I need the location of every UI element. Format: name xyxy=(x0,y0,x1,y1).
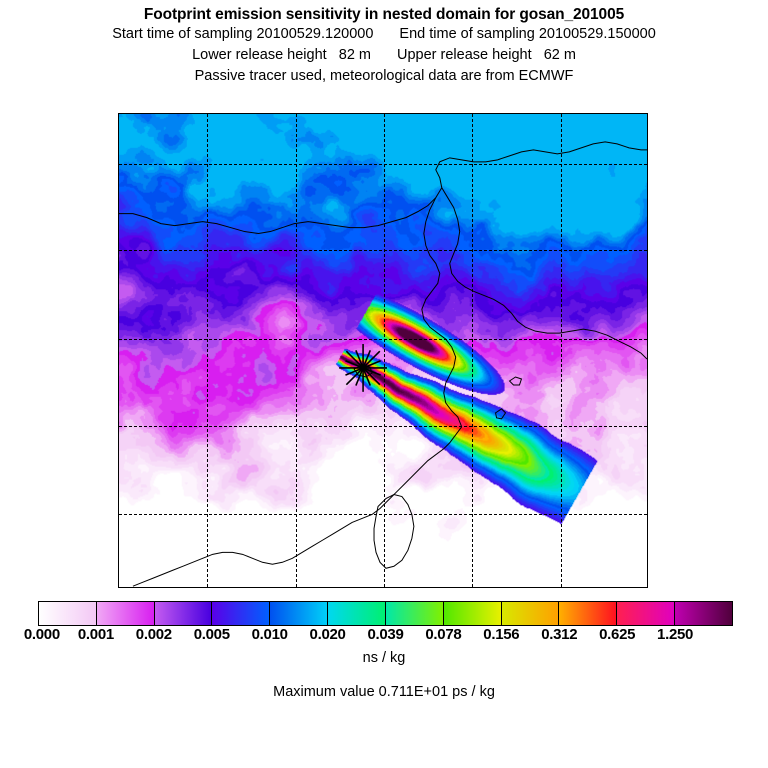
colorbar-tick: 0.005 xyxy=(193,626,230,643)
start-time-label: Start time of sampling 20100529.120000 xyxy=(112,26,374,42)
colorbar-segment xyxy=(559,602,618,625)
colorbar-tick: 0.078 xyxy=(425,626,462,643)
colorbar-tick: 0.001 xyxy=(77,626,114,643)
colorbar xyxy=(38,601,733,626)
colorbar-tick: 0.039 xyxy=(367,626,404,643)
colorbar-units-label: ns / kg xyxy=(362,650,406,666)
gridline-vertical xyxy=(384,114,385,587)
coastline-path xyxy=(510,377,522,385)
colorbar-tick: 0.625 xyxy=(599,626,636,643)
colorbar-segment xyxy=(617,602,676,625)
colorbar-tick: 0.000 xyxy=(23,626,60,643)
colorbar-segment xyxy=(443,602,502,625)
colorbar-tick: 0.002 xyxy=(135,626,172,643)
lower-release-label: Lower release height 82 m xyxy=(192,47,371,63)
coastline-path xyxy=(442,188,647,359)
coastline-path xyxy=(496,409,506,419)
colorbar-tick: 0.156 xyxy=(483,626,520,643)
upper-release-label: Upper release height 62 m xyxy=(397,47,576,63)
map-plot-area[interactable] xyxy=(118,113,648,588)
coastline-path xyxy=(374,495,414,569)
colorbar-tick: 0.312 xyxy=(541,626,578,643)
coastline-path xyxy=(133,427,462,586)
gridline-vertical xyxy=(561,114,562,587)
colorbar-segment xyxy=(212,602,271,625)
colorbar-segment xyxy=(39,602,97,625)
colorbar-segment xyxy=(328,602,386,625)
page-title: Footprint emission sensitivity in nested… xyxy=(143,6,625,23)
colorbar-segment xyxy=(501,602,560,625)
gridline-horizontal xyxy=(119,514,647,515)
release-height-row: Lower release height 82 m Upper release h… xyxy=(0,45,768,66)
colorbar-segment xyxy=(96,602,155,625)
colorbar-segment xyxy=(675,602,732,625)
colorbar-segment xyxy=(385,602,444,625)
colorbar-segment xyxy=(270,602,329,625)
end-time-label: End time of sampling 20100529.150000 xyxy=(399,26,656,42)
gridline-vertical xyxy=(472,114,473,587)
release-marker-ray xyxy=(345,361,380,375)
coastline-path xyxy=(422,198,462,427)
colorbar-tick: 1.250 xyxy=(657,626,694,643)
gridline-vertical xyxy=(296,114,297,587)
header-block: Footprint emission sensitivity in nested… xyxy=(0,0,768,87)
gridline-horizontal xyxy=(119,164,647,165)
gridline-horizontal xyxy=(119,250,647,251)
gridline-horizontal xyxy=(119,339,647,340)
gridlines xyxy=(119,114,647,587)
colorbar-tick: 0.010 xyxy=(251,626,288,643)
colorbar-tick-labels: 0.000 0.001 0.002 0.005 0.010 0.020 0.039 0.078… xyxy=(0,626,768,646)
colorbar-tick: 0.020 xyxy=(309,626,346,643)
tracer-label: Passive tracer used, meteorological data… xyxy=(194,68,574,84)
colorbar-segment xyxy=(154,602,213,625)
gridline-horizontal xyxy=(119,426,647,427)
maximum-value-label: Maximum value 0.711E+01 ps / kg xyxy=(273,684,495,700)
release-point-marker xyxy=(119,114,647,587)
gridline-vertical xyxy=(207,114,208,587)
sampling-time-row: Start time of sampling 20100529.120000 En… xyxy=(0,24,768,45)
